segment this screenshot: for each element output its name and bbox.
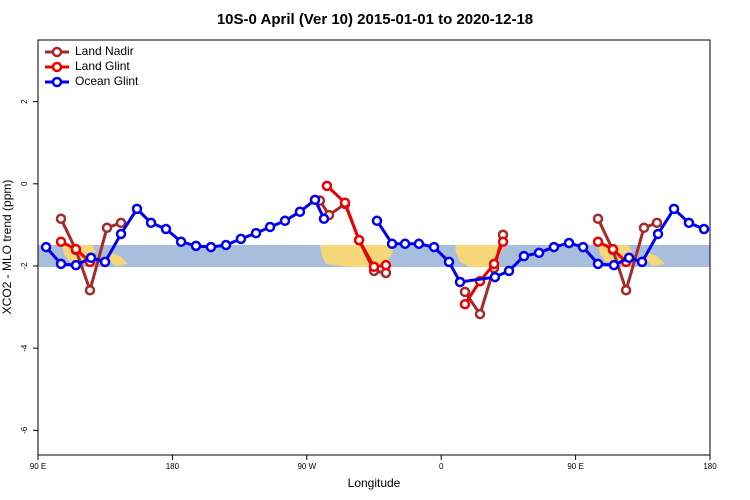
legend-marker: [51, 76, 63, 88]
data-point: [428, 241, 440, 253]
data-point: [668, 203, 680, 215]
data-point: [607, 243, 619, 255]
data-point: [115, 228, 127, 240]
data-point: [160, 223, 172, 235]
x-axis-label: Longitude: [348, 476, 401, 490]
y-tick-label: -6: [20, 426, 29, 434]
data-point: [131, 203, 143, 215]
data-point: [294, 206, 306, 218]
y-axis-label: XCO2 - MLO trend (ppm): [0, 180, 14, 315]
data-point: [321, 180, 333, 192]
data-point: [309, 194, 321, 206]
data-point: [380, 259, 392, 271]
data-point: [652, 228, 664, 240]
y-tick-label: 0: [20, 181, 29, 186]
data-point: [220, 239, 232, 251]
data-point: [55, 236, 67, 247]
data-point: [318, 213, 330, 224]
legend-label: Land Glint: [75, 59, 130, 73]
y-tick-label: -2: [20, 262, 29, 270]
data-point: [454, 276, 466, 288]
data-point: [413, 238, 425, 250]
data-point: [488, 258, 500, 270]
data-point: [474, 308, 486, 320]
data-point: [70, 259, 82, 271]
data-point: [339, 197, 351, 208]
legend-label: Ocean Glint: [75, 74, 139, 88]
data-point: [623, 252, 635, 264]
data-point: [443, 256, 455, 268]
legend-label: Land Nadir: [75, 44, 134, 58]
data-point: [651, 217, 663, 229]
data-point: [145, 217, 157, 229]
legend-marker: [51, 61, 63, 73]
y-tick-label: -4: [20, 344, 29, 352]
data-point: [592, 236, 604, 247]
legend-marker: [51, 46, 63, 58]
data-point: [353, 234, 365, 246]
data-point: [386, 238, 398, 250]
data-point: [55, 258, 67, 270]
x-tick-label: 0: [439, 462, 444, 471]
data-point: [264, 221, 276, 233]
data-point: [563, 237, 575, 249]
data-point: [371, 215, 383, 227]
y-tick-label: 2: [20, 99, 29, 104]
data-point: [489, 271, 501, 283]
data-point: [636, 256, 648, 268]
x-tick-label: 180: [703, 462, 717, 471]
data-point: [497, 236, 509, 247]
data-point: [459, 298, 471, 310]
data-point: [698, 223, 710, 235]
x-tick-label: 90 W: [297, 462, 316, 471]
x-tick-label: 90 E: [30, 462, 46, 471]
data-point: [577, 241, 589, 253]
data-point: [175, 236, 187, 247]
data-point: [683, 217, 695, 229]
data-point: [55, 213, 67, 224]
data-point: [592, 258, 604, 270]
x-tick-label: 90 E: [567, 462, 583, 471]
data-point: [533, 247, 545, 259]
data-point: [85, 252, 97, 264]
data-point: [70, 243, 82, 255]
data-point: [190, 240, 202, 252]
data-point: [235, 233, 247, 245]
data-point: [250, 227, 262, 239]
x-tick-label: 180: [166, 462, 180, 471]
data-point: [620, 284, 632, 296]
data-point: [608, 259, 620, 271]
data-point: [399, 238, 411, 250]
data-point: [40, 241, 52, 253]
data-point: [459, 286, 471, 298]
data-point: [279, 215, 291, 227]
data-point: [518, 250, 530, 262]
chart-title: 10S-0 April (Ver 10) 2015-01-01 to 2020-…: [217, 11, 533, 28]
data-point: [503, 265, 515, 277]
data-point: [548, 241, 560, 253]
data-point: [638, 222, 650, 234]
data-point: [115, 217, 127, 229]
data-point: [592, 213, 604, 224]
plot-frame: [37, 39, 711, 456]
data-point: [99, 256, 111, 268]
data-point: [205, 241, 217, 253]
data-point: [84, 284, 96, 296]
data-point: [101, 222, 113, 234]
data-point: [368, 261, 380, 273]
